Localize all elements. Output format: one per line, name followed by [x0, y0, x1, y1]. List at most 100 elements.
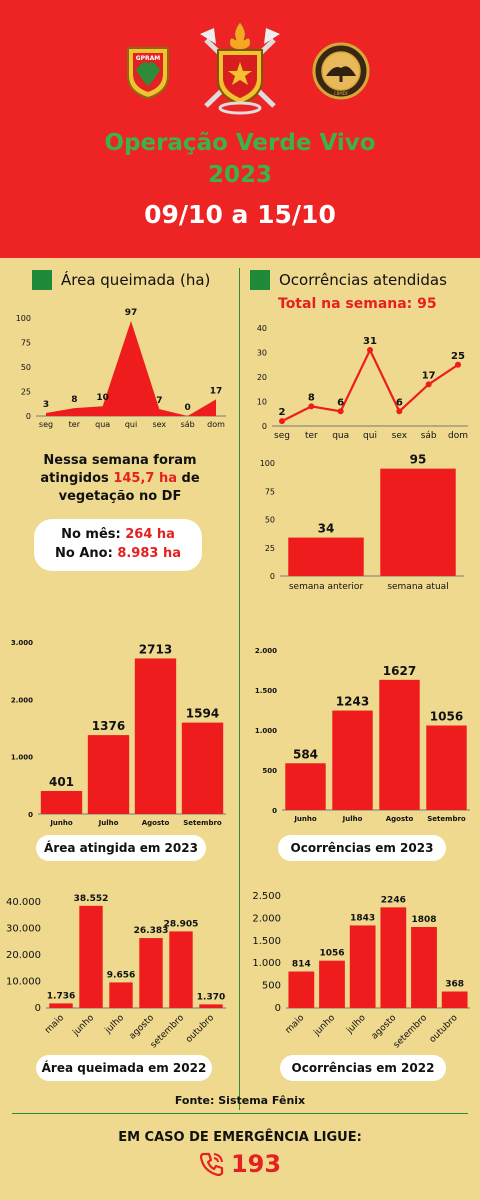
y-tick-label: 2.000 — [252, 913, 281, 924]
y-tick-label: 1.000 — [255, 727, 277, 735]
occurrences-compare-chart: 0 25 50 75 100 34 semana anterior 95 semana atua… — [260, 453, 464, 592]
y-tick-label: 0 — [272, 807, 277, 815]
y-tick-label: 10.000 — [6, 977, 41, 988]
data-label: 1056 — [319, 949, 344, 959]
data-label: 10 — [96, 393, 109, 403]
y-tick-label: 40.000 — [6, 897, 41, 908]
horizontal-divider — [12, 1113, 468, 1114]
data-label: 17 — [210, 386, 223, 396]
y-tick-label: 30.000 — [6, 924, 41, 935]
x-tick-label: qui — [125, 420, 137, 429]
y-tick-label: 2.500 — [252, 891, 281, 902]
y-tick-label: 50 — [265, 516, 275, 525]
year-value: 8.983 ha — [117, 546, 181, 561]
bar — [49, 1003, 73, 1008]
emergency-label: EM CASO DE EMERGÊNCIA LIGUE: — [118, 1130, 362, 1145]
weekly-total-value: 95 — [417, 296, 437, 312]
x-tick-label: junho — [312, 1013, 338, 1039]
x-tick-label: sex — [152, 420, 166, 429]
campaign-title: Operação Verde Vivo — [104, 130, 376, 156]
occurrences-2022-chart: 0 500 1.000 1.500 2.000 2.500 814 maio 1056 junho… — [252, 891, 470, 1050]
bar — [109, 982, 133, 1008]
weekly-total: Total na semana: 95 — [278, 296, 437, 312]
x-tick-label: Setembro — [183, 819, 222, 827]
firefighter-emblem-logo — [200, 21, 280, 115]
data-label: 401 — [49, 775, 74, 789]
data-label: 7 — [156, 396, 162, 406]
y-tick-label: 100 — [16, 314, 31, 323]
bar — [139, 938, 163, 1008]
data-label: 1808 — [411, 915, 436, 925]
area-section-heading: Área queimada (ha) — [32, 268, 210, 292]
data-label: 0 — [185, 403, 191, 413]
data-label: 1376 — [92, 719, 125, 733]
y-tick-label: 75 — [265, 487, 275, 496]
y-tick-label: 1.000 — [11, 754, 33, 762]
y-tick-label: 25 — [21, 388, 31, 397]
bar — [40, 791, 83, 814]
y-tick-label: 10 — [257, 398, 267, 407]
x-tick-label: julho — [345, 1013, 369, 1037]
x-tick-label: seg — [274, 431, 290, 441]
area-2023-chart: 0 1.000 2.000 3.000 401 Junho 1376 Julho 2713 Ago… — [11, 639, 226, 827]
bar — [441, 991, 468, 1008]
y-tick-label: 0 — [26, 412, 31, 421]
y-tick-label: 40 — [257, 324, 267, 333]
bar — [349, 925, 376, 1008]
bar — [411, 927, 437, 1008]
x-tick-label: Agosto — [386, 815, 414, 823]
y-tick-label: 0 — [275, 1003, 281, 1014]
y-tick-label: 30 — [257, 349, 267, 358]
bar — [332, 710, 373, 810]
totals-pill: No mês: 264 ha No Ano: 8.983 ha — [34, 519, 202, 571]
x-tick-label: outubro — [184, 1013, 216, 1045]
data-label: 6 — [337, 397, 344, 408]
bar — [288, 971, 315, 1008]
emergency-number: 193 — [0, 1150, 480, 1178]
bar — [285, 763, 326, 810]
y-tick-label: 75 — [21, 339, 31, 348]
x-tick-label: semana anterior — [289, 582, 364, 592]
bar — [79, 905, 103, 1008]
data-label: 8 — [71, 395, 77, 405]
data-label: 2713 — [139, 642, 172, 656]
y-tick-label: 0 — [28, 811, 33, 819]
bar — [199, 1004, 223, 1008]
x-tick-label: Junho — [49, 819, 73, 827]
bar — [319, 960, 345, 1008]
x-tick-label: agosto — [128, 1013, 157, 1042]
y-tick-label: 50 — [21, 363, 31, 372]
x-tick-label: maio — [284, 1013, 307, 1036]
data-point — [455, 361, 461, 368]
y-tick-label: 500 — [262, 767, 277, 775]
x-tick-label: setembro — [392, 1013, 430, 1051]
data-label: 25 — [451, 351, 465, 362]
y-tick-label: 2.000 — [11, 696, 33, 704]
x-tick-label: setembro — [149, 1013, 187, 1051]
data-point — [396, 408, 403, 415]
summary-line-1: Nessa semana foram — [43, 453, 197, 468]
data-point — [367, 347, 373, 354]
green-square-icon — [250, 270, 270, 290]
y-tick-label: 3.000 — [11, 639, 33, 647]
cbmdf-seal-logo: CBMDF — [312, 42, 370, 100]
data-point — [337, 408, 344, 415]
x-tick-label: Julho — [342, 815, 363, 823]
y-tick-label: 500 — [262, 981, 281, 992]
data-label: 28.905 — [164, 919, 199, 929]
weekly-summary: Nessa semana foram atingidos 145,7 ha de… — [20, 452, 220, 506]
area-week-chart: 0 25 50 75 100 3 seg 8 ter 10 qua 97 qui 7 sex 0 sáb 17 do… — [16, 308, 226, 429]
data-label: 584 — [293, 747, 318, 761]
x-tick-label: ter — [69, 420, 81, 429]
y-tick-label: 0 — [270, 572, 275, 581]
bar — [379, 679, 420, 810]
data-label: 38.552 — [74, 894, 109, 904]
data-label: 368 — [445, 980, 464, 990]
gpram-logo-text: GPRAM — [136, 55, 161, 62]
area-series — [46, 320, 216, 416]
area-2023-caption: Área atingida em 2023 — [36, 835, 206, 861]
y-tick-label: 0 — [262, 422, 267, 431]
data-label: 8 — [308, 392, 315, 403]
x-tick-label: semana atual — [387, 582, 448, 592]
cbmdf-logo-text: CBMDF — [334, 91, 349, 96]
